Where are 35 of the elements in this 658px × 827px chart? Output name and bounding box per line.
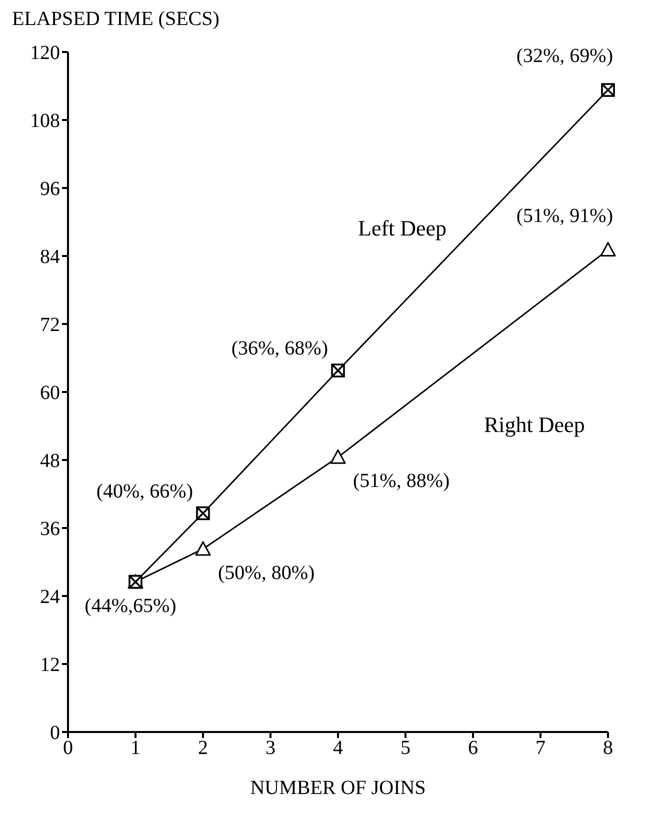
annotation: (51%, 91%)	[516, 204, 613, 227]
annotation: (51%, 88%)	[353, 470, 450, 492]
y-tick-label: 0	[50, 722, 60, 744]
point	[331, 364, 345, 378]
x-tick-label: 6	[468, 737, 478, 760]
y-tick-label: 12	[40, 654, 60, 676]
annotation: (40%, 66%)	[96, 480, 193, 502]
x-tick-label: 1	[130, 737, 140, 760]
y-tick-label: 48	[40, 450, 60, 472]
x-tick-label: 3	[266, 737, 276, 760]
y-tick-label: 24	[40, 586, 60, 608]
point	[601, 83, 615, 97]
y-tick-label: 96	[40, 178, 60, 200]
y-tick-label: 120	[30, 42, 60, 64]
x-tick-label: 8	[603, 737, 613, 760]
series-label: Left Deep	[358, 215, 447, 240]
x-tick-label: 4	[333, 737, 343, 760]
y-tick-label: 60	[40, 382, 60, 404]
x-tick-label: 2	[198, 737, 208, 760]
x-tick-label: 5	[400, 737, 410, 760]
y-axis-title: ELAPSED TIME (SECS)	[12, 8, 220, 32]
annotation: (44%,65%)	[84, 594, 176, 617]
y-tick-label: 36	[40, 518, 60, 540]
y-tick-label: 72	[40, 314, 60, 336]
annotation: (50%, 80%)	[218, 562, 315, 584]
point	[330, 449, 346, 464]
x-axis-title: NUMBER OF JOINS	[250, 777, 426, 799]
x-tick-label: 7	[536, 737, 546, 760]
y-tick-label: 84	[40, 246, 60, 268]
point	[600, 242, 616, 257]
text: Right Deep	[484, 412, 585, 438]
annotation: (32%, 69%)	[516, 44, 613, 67]
point	[195, 541, 211, 556]
y-tick-label: 108	[30, 110, 60, 132]
annotation: (36%, 68%)	[231, 337, 328, 360]
